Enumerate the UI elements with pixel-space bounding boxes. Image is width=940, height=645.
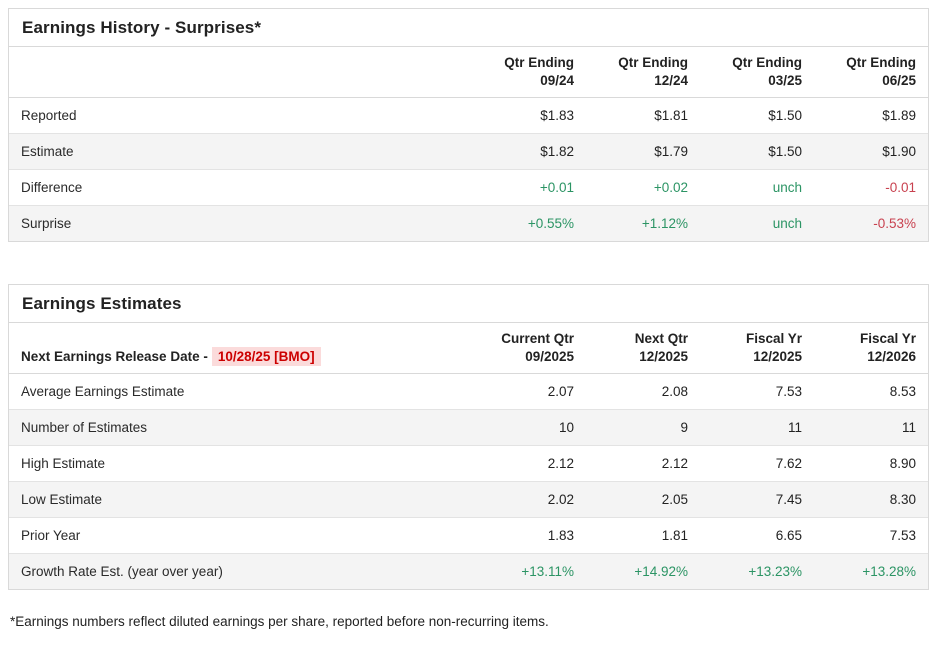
cell-value: 8.53 [889, 384, 916, 400]
table-row: Average Earnings Estimate 2.07 2.08 7.53 8.5… [9, 374, 928, 410]
column-header-qtr-0625: Qtr Ending 06/25 [814, 47, 928, 99]
earnings-estimates-table: Next Earnings Release Date -10/28/25 [BM… [9, 323, 928, 590]
column-header-qtr-0924: Qtr Ending 09/24 [472, 47, 586, 99]
table-row: Surprise +0.55% +1.12% unch -0.53% [9, 205, 928, 242]
table-row: Growth Rate Est. (year over year) +13.11%… [9, 553, 928, 590]
cell-value: 9 [586, 409, 700, 446]
next-earnings-release: Next Earnings Release Date -10/28/25 [BM… [9, 323, 472, 375]
cell-value: 11 [814, 409, 928, 446]
cell-value: 2.12 [472, 445, 586, 482]
column-header-qtr-1224: Qtr Ending 12/24 [586, 47, 700, 99]
next-earnings-release-label: Next Earnings Release Date - [21, 348, 208, 364]
earnings-estimates-body: Average Earnings Estimate 2.07 2.08 7.53 8.5… [9, 374, 928, 590]
cell-value: $1.50 [700, 133, 814, 170]
cell-value: 8.30 [814, 481, 928, 518]
earnings-estimates-header-row: Next Earnings Release Date -10/28/25 [BM… [9, 323, 928, 375]
cell-value: 7.53 [814, 517, 928, 554]
spacer [8, 242, 930, 284]
table-row: High Estimate 2.12 2.12 7.62 8.90 [9, 445, 928, 482]
earnings-estimates-title: Earnings Estimates [9, 285, 928, 324]
column-header-qtr-0325: Qtr Ending 03/25 [700, 47, 814, 99]
row-label: Estimate [9, 133, 472, 170]
cell-value: 1.83 [472, 517, 586, 554]
column-header-fiscal-yr-2025: Fiscal Yr 12/2025 [700, 323, 814, 375]
cell-value: +14.92% [586, 553, 700, 590]
cell-value: $1.79 [586, 133, 700, 170]
row-label: Number of Estimates [9, 409, 472, 446]
cell-value: +0.55% [472, 205, 586, 242]
row-label: High Estimate [9, 445, 472, 482]
cell-value: unch [700, 205, 814, 242]
column-header-current-qtr: Current Qtr 09/2025 [472, 323, 586, 375]
header-spacer [9, 47, 472, 99]
cell-value: -0.53% [814, 205, 928, 242]
column-header-fiscal-yr-2026: Fiscal Yr 12/2026 [814, 323, 928, 375]
table-row: Prior Year 1.83 1.81 6.65 7.53 [9, 517, 928, 554]
cell-value: $1.83 [540, 108, 574, 124]
earnings-history-body: Reported $1.83 $1.81 $1.50 $1.89 Estimate $1.8… [9, 98, 928, 242]
cell-value: 7.45 [700, 481, 814, 518]
cell-value: 7.62 [700, 445, 814, 482]
earnings-footnote: *Earnings numbers reflect diluted earnin… [10, 614, 549, 630]
earnings-estimates-panel: Earnings Estimates Next Earnings Release… [8, 284, 929, 591]
cell-value: 2.12 [586, 445, 700, 482]
column-header-next-qtr: Next Qtr 12/2025 [586, 323, 700, 375]
cell-value: $1.89 [882, 108, 916, 124]
table-row: Number of Estimates 10 9 11 11 [9, 409, 928, 446]
table-row: Reported $1.83 $1.81 $1.50 $1.89 [9, 98, 928, 134]
cell-value: +13.28% [814, 553, 928, 590]
cell-value: $1.82 [472, 133, 586, 170]
table-row: Low Estimate 2.02 2.05 7.45 8.30 [9, 481, 928, 518]
cell-value: 7.53 [775, 384, 802, 400]
table-row: Difference +0.01 +0.02 unch -0.01 [9, 169, 928, 206]
cell-value: +13.11% [472, 553, 586, 590]
cell-value: -0.01 [814, 169, 928, 206]
cell-value: $1.50 [768, 108, 802, 124]
table-row: Estimate $1.82 $1.79 $1.50 $1.90 [9, 133, 928, 170]
row-label: Difference [9, 169, 472, 206]
cell-value: unch [700, 169, 814, 206]
cell-value: $1.81 [654, 108, 688, 124]
row-label: Reported [21, 108, 77, 124]
cell-value: 6.65 [700, 517, 814, 554]
earnings-history-header-row: Qtr Ending 09/24 Qtr Ending 12/24 Qtr En… [9, 47, 928, 99]
earnings-history-panel: Earnings History - Surprises* Qtr Ending… [8, 8, 929, 243]
cell-value: +0.01 [472, 169, 586, 206]
row-label: Surprise [9, 205, 472, 242]
cell-value: 2.08 [661, 384, 688, 400]
cell-value: 8.90 [814, 445, 928, 482]
row-label: Prior Year [9, 517, 472, 554]
next-earnings-release-date-badge: 10/28/25 [BMO] [211, 346, 321, 366]
cell-value: 1.81 [586, 517, 700, 554]
earnings-history-title: Earnings History - Surprises* [9, 9, 928, 47]
cell-value: 2.07 [547, 384, 574, 400]
cell-value: +13.23% [700, 553, 814, 590]
row-label: Average Earnings Estimate [21, 384, 185, 400]
cell-value: 10 [472, 409, 586, 446]
cell-value: 2.02 [472, 481, 586, 518]
cell-value: $1.90 [814, 133, 928, 170]
cell-value: +0.02 [586, 169, 700, 206]
row-label: Growth Rate Est. (year over year) [9, 553, 472, 590]
earnings-history-table: Qtr Ending 09/24 Qtr Ending 12/24 Qtr En… [9, 47, 928, 242]
cell-value: 11 [700, 409, 814, 446]
cell-value: +1.12% [586, 205, 700, 242]
cell-value: 2.05 [586, 481, 700, 518]
row-label: Low Estimate [9, 481, 472, 518]
